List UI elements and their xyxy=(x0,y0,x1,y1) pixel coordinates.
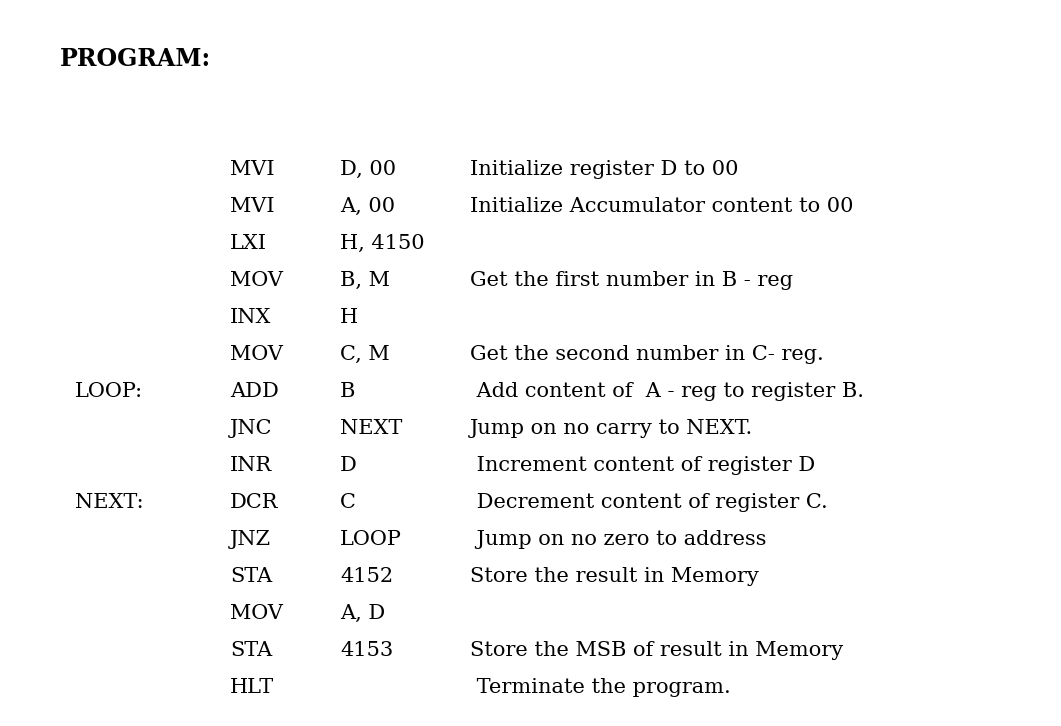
Text: PROGRAM:: PROGRAM: xyxy=(60,47,211,71)
Text: MVI: MVI xyxy=(230,197,275,216)
Text: JNC: JNC xyxy=(230,419,273,438)
Text: Increment content of register D: Increment content of register D xyxy=(470,456,815,475)
Text: Add content of  A - reg to register B.: Add content of A - reg to register B. xyxy=(470,382,864,401)
Text: Get the first number in B - reg: Get the first number in B - reg xyxy=(470,271,793,290)
Text: INR: INR xyxy=(230,456,273,475)
Text: LOOP:: LOOP: xyxy=(75,382,143,401)
Text: Store the MSB of result in Memory: Store the MSB of result in Memory xyxy=(470,641,843,660)
Text: NEXT:: NEXT: xyxy=(75,493,143,512)
Text: JNZ: JNZ xyxy=(230,530,272,549)
Text: Jump on no zero to address: Jump on no zero to address xyxy=(470,530,766,549)
Text: DCR: DCR xyxy=(230,493,278,512)
Text: MOV: MOV xyxy=(230,604,283,623)
Text: B, M: B, M xyxy=(340,271,389,290)
Text: 4152: 4152 xyxy=(340,567,394,586)
Text: A, 00: A, 00 xyxy=(340,197,395,216)
Text: H: H xyxy=(340,308,359,327)
Text: STA: STA xyxy=(230,641,273,660)
Text: MOV: MOV xyxy=(230,271,283,290)
Text: ADD: ADD xyxy=(230,382,279,401)
Text: STA: STA xyxy=(230,567,273,586)
Text: Decrement content of register C.: Decrement content of register C. xyxy=(470,493,828,512)
Text: B: B xyxy=(340,382,355,401)
Text: Terminate the program.: Terminate the program. xyxy=(470,678,731,697)
Text: MVI: MVI xyxy=(230,160,275,179)
Text: C: C xyxy=(340,493,355,512)
Text: Initialize Accumulator content to 00: Initialize Accumulator content to 00 xyxy=(470,197,853,216)
Text: Jump on no carry to NEXT.: Jump on no carry to NEXT. xyxy=(470,419,753,438)
Text: NEXT: NEXT xyxy=(340,419,402,438)
Text: C, M: C, M xyxy=(340,345,389,364)
Text: 4153: 4153 xyxy=(340,641,394,660)
Text: HLT: HLT xyxy=(230,678,274,697)
Text: Get the second number in C- reg.: Get the second number in C- reg. xyxy=(470,345,823,364)
Text: INX: INX xyxy=(230,308,272,327)
Text: H, 4150: H, 4150 xyxy=(340,234,424,253)
Text: LOOP: LOOP xyxy=(340,530,402,549)
Text: A, D: A, D xyxy=(340,604,385,623)
Text: MOV: MOV xyxy=(230,345,283,364)
Text: D, 00: D, 00 xyxy=(340,160,396,179)
Text: D: D xyxy=(340,456,356,475)
Text: Initialize register D to 00: Initialize register D to 00 xyxy=(470,160,738,179)
Text: Store the result in Memory: Store the result in Memory xyxy=(470,567,759,586)
Text: LXI: LXI xyxy=(230,234,267,253)
